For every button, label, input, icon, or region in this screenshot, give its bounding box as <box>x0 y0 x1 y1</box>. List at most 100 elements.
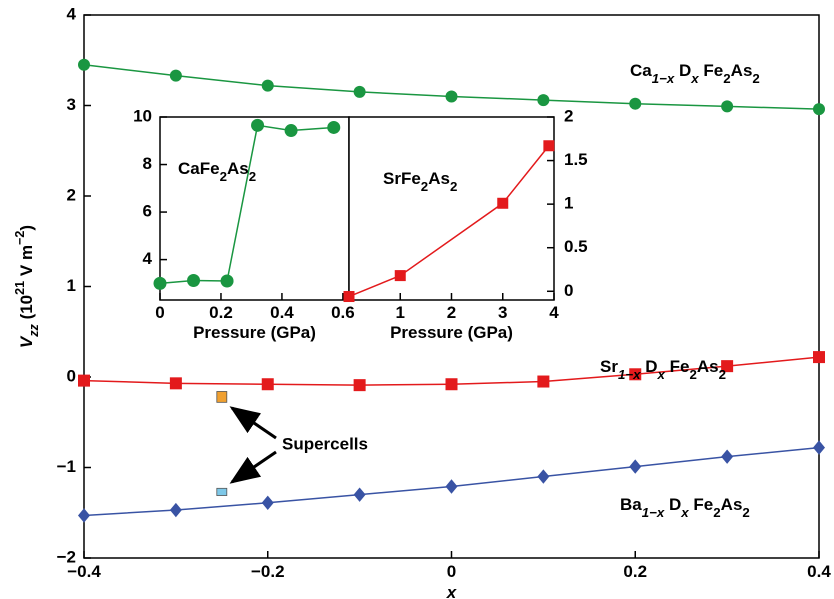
text-part: ) <box>17 225 36 231</box>
text-part: D <box>664 495 681 514</box>
marker <box>78 508 90 523</box>
text-part: As <box>721 495 743 514</box>
text-part: x <box>680 505 689 520</box>
text-part: D <box>641 357 658 376</box>
marker <box>445 378 458 391</box>
marker <box>187 274 201 288</box>
y-tick-label: 0 <box>564 281 573 300</box>
marker <box>353 85 366 98</box>
x-tick-label: 2 <box>447 303 456 322</box>
marker <box>629 459 642 474</box>
marker <box>261 79 274 92</box>
text-part: zz <box>27 323 41 337</box>
marker <box>537 94 550 107</box>
text-part: (10 <box>17 295 36 324</box>
text-part: D <box>674 61 691 80</box>
marker <box>629 368 642 381</box>
inset-frame <box>159 116 350 301</box>
x-axis-label: x <box>446 583 458 599</box>
y-tick-label: 3 <box>67 95 76 114</box>
y-tick-label: 2 <box>67 185 76 204</box>
y-tick-label: 6 <box>143 202 152 221</box>
marker <box>543 140 555 152</box>
text-part: As <box>227 159 249 178</box>
marker <box>169 377 182 390</box>
marker <box>261 495 274 510</box>
inset-title: CaFe2As2 <box>178 159 256 184</box>
marker <box>153 276 167 290</box>
y-tick-label: −1 <box>57 457 76 476</box>
x-axis-label: Pressure (GPa) <box>390 323 513 342</box>
marker <box>537 469 550 484</box>
text-part: Fe <box>689 495 714 514</box>
text-part: 1−x <box>652 71 675 86</box>
marker <box>327 120 341 134</box>
marker <box>537 375 550 388</box>
text-part: 2 <box>690 367 697 382</box>
marker <box>721 100 734 113</box>
x-tick-label: 0.6 <box>331 303 355 322</box>
text-part: 2 <box>713 505 720 520</box>
x-axis-label: Pressure (GPa) <box>193 323 316 342</box>
x-tick-label: 1 <box>396 303 405 322</box>
y-tick-label: 1 <box>67 276 76 295</box>
text-part: SrFe <box>383 169 421 188</box>
series-label: Ca1−x Dx Fe2As2 <box>630 61 760 86</box>
text-part: Ba <box>620 495 642 514</box>
marker <box>721 360 734 373</box>
text-part: x <box>690 71 699 86</box>
text-part: 21 <box>13 281 27 295</box>
marker <box>78 58 90 71</box>
text-part: As <box>697 357 719 376</box>
text-part: As <box>731 61 753 80</box>
y-tick-label: 4 <box>143 249 153 268</box>
text-part: 2 <box>719 367 726 382</box>
inset-title: SrFe2As2 <box>383 169 457 194</box>
marker <box>353 487 366 502</box>
y-tick-label: 0 <box>67 366 76 385</box>
x-tick-label: 0 <box>447 562 456 581</box>
text-part: −2 <box>13 231 27 245</box>
x-tick-label: −0.2 <box>251 562 285 581</box>
arrow <box>229 406 277 440</box>
supercell-marker <box>216 391 228 403</box>
text-part: x <box>657 367 666 382</box>
marker <box>497 197 509 209</box>
y-axis-label: Vzz (1021 V m−2) <box>13 225 41 348</box>
y-tick-label: 8 <box>143 154 152 173</box>
text-part: 2 <box>752 71 759 86</box>
text-part: 1−x <box>642 505 665 520</box>
marker <box>629 97 642 110</box>
y-tick-label: 4 <box>67 4 77 23</box>
text-part: x <box>446 583 458 599</box>
text-part: CaFe <box>178 159 220 178</box>
x-tick-label: 0.2 <box>209 303 233 322</box>
text-part: 2 <box>421 179 428 194</box>
text-part: Pressure (GPa) <box>390 323 513 342</box>
marker <box>343 291 355 303</box>
text-part: 2 <box>723 71 730 86</box>
y-tick-label: −2 <box>57 547 76 566</box>
text-part: 2 <box>220 169 227 184</box>
marker <box>261 378 274 391</box>
text-part: Fe <box>699 61 724 80</box>
marker <box>284 124 298 138</box>
marker <box>721 449 734 464</box>
series-label: Ba1−x Dx Fe2As2 <box>620 495 750 520</box>
supercell-marker <box>216 487 228 496</box>
text-part: 2 <box>450 179 457 194</box>
marker <box>78 374 90 387</box>
marker <box>394 270 406 282</box>
marker <box>813 440 825 455</box>
text-part: Fe <box>665 357 690 376</box>
text-part: Pressure (GPa) <box>193 323 316 342</box>
annotation: Supercells <box>282 434 368 453</box>
arrow <box>229 450 277 484</box>
marker <box>251 118 265 132</box>
marker <box>220 274 234 288</box>
x-tick-label: 0.2 <box>623 562 647 581</box>
marker <box>813 103 825 116</box>
y-tick-label: 1 <box>564 194 573 213</box>
text-part: V <box>17 335 36 348</box>
